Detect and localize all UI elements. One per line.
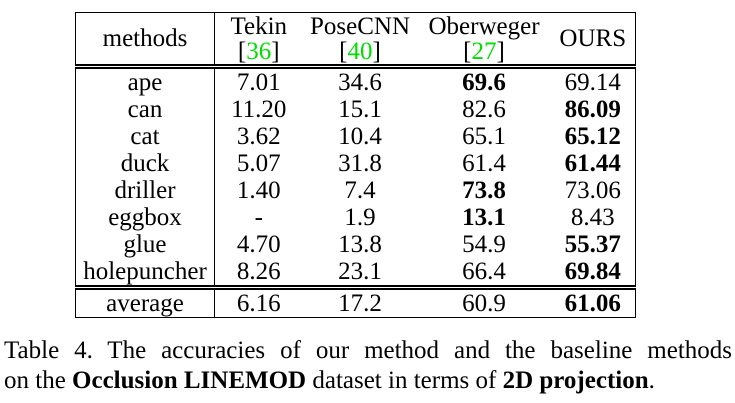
metric-value: 86.09 [564, 96, 621, 123]
citation: [40] [303, 38, 418, 65]
row-label: can [75, 96, 215, 123]
metric-value: 55.37 [564, 231, 621, 258]
metric-value: 13.1 [462, 204, 506, 231]
metric-value: 60.9 [417, 285, 551, 318]
metric-value: 69.6 [462, 69, 506, 96]
method-name: Oberweger [428, 13, 540, 40]
metric-value: 7.4 [344, 177, 376, 204]
results-table: methods Tekin [36] PoseCNN [40] Oberwege… [75, 12, 636, 318]
metric-value: 65.12 [564, 123, 621, 150]
metric-value: 61.44 [564, 150, 621, 177]
metric-value: 65.1 [462, 123, 506, 150]
metric-value: 54.9 [462, 231, 506, 258]
citation-bracket: ] [271, 38, 280, 65]
metric-value: 34.6 [338, 69, 382, 96]
method-name: OURS [559, 25, 627, 52]
row-label: driller [75, 177, 215, 204]
caption-text: dataset in terms of [306, 367, 503, 394]
citation-number: 40 [347, 38, 373, 65]
metric-value: 10.4 [338, 123, 382, 150]
table-row: holepuncher 8.26 23.1 66.4 69.84 [75, 258, 636, 288]
table-row: ape 7.01 34.6 69.6 69.14 [75, 66, 636, 96]
row-label: cat [75, 123, 215, 150]
citation: [27] [418, 38, 551, 65]
metric-value: 66.4 [462, 258, 506, 285]
metric-value: 11.20 [231, 96, 287, 123]
method-name: PoseCNN [309, 13, 410, 40]
citation-number: 36 [246, 38, 272, 65]
table-row: duck 5.07 31.8 61.4 61.44 [75, 150, 636, 177]
row-label: glue [75, 231, 215, 258]
metric-value: 15.1 [338, 96, 382, 123]
metric-value: 4.70 [236, 231, 281, 258]
metric-value: 8.43 [570, 204, 615, 231]
citation-bracket: [ [237, 38, 247, 65]
citation: [36] [215, 38, 303, 65]
caption-bold-text: 2D projection [502, 367, 649, 394]
metric-value: 1.9 [344, 204, 376, 231]
metric-value: - [254, 204, 263, 231]
metric-value: 8.26 [236, 258, 281, 285]
methods-label: methods [102, 24, 188, 52]
caption-text: on the [4, 367, 73, 394]
metric-value: 3.62 [236, 123, 281, 150]
metric-value: 23.1 [338, 258, 382, 285]
metric-value: 69.84 [564, 258, 621, 285]
citation-number: 27 [471, 38, 497, 65]
caption-text: . [648, 367, 655, 394]
citation-bracket: ] [496, 38, 505, 65]
col-header-tekin: Tekin [36] [214, 12, 303, 69]
table-row: glue 4.70 13.8 54.9 55.37 [75, 231, 636, 258]
citation-bracket: [ [339, 38, 348, 65]
caption-line-2: on the Occlusion LINEMOD dataset in term… [4, 366, 732, 396]
caption-bold-text: Occlusion LINEMOD [72, 367, 307, 394]
metric-value: 31.8 [338, 150, 382, 177]
metric-value: 61.4 [462, 150, 506, 177]
metric-value: 17.2 [302, 285, 418, 318]
metric-value: 82.6 [462, 96, 506, 123]
caption-line-1: Table 4. The accuracies of our method an… [4, 337, 732, 364]
metric-value: 61.06 [550, 285, 636, 318]
table-row: cat 3.62 10.4 65.1 65.12 [75, 123, 636, 150]
row-label: ape [75, 66, 215, 96]
average-row: average 6.16 17.2 60.9 61.06 [75, 285, 636, 318]
metric-value: 5.07 [236, 150, 281, 177]
row-label: holepuncher [75, 258, 215, 288]
header-row: methods Tekin [36] PoseCNN [40] Oberwege… [75, 12, 636, 69]
row-label: eggbox [75, 204, 215, 231]
metric-value: 1.40 [236, 177, 281, 204]
col-header-posecnn: PoseCNN [40] [302, 12, 418, 69]
metric-value: 6.16 [214, 285, 303, 318]
table-row: eggbox - 1.9 13.1 8.43 [75, 204, 636, 231]
metric-value: 69.14 [564, 69, 621, 96]
method-name: Tekin [230, 13, 288, 40]
citation-bracket: ] [372, 38, 381, 65]
table-row: can 11.20 15.1 82.6 86.09 [75, 96, 636, 123]
table-row: driller 1.40 7.4 73.8 73.06 [75, 177, 636, 204]
col-header-methods: methods [75, 12, 215, 69]
row-label: duck [75, 150, 215, 177]
table-caption: Table 4. The accuracies of our method an… [4, 336, 732, 396]
col-header-ours: OURS [550, 12, 636, 69]
citation-bracket: [ [463, 38, 472, 65]
col-header-oberweger: Oberweger [27] [417, 12, 551, 69]
row-label: average [75, 285, 215, 318]
metric-value: 73.8 [462, 177, 506, 204]
metric-value: 73.06 [564, 177, 621, 204]
metric-value: 13.8 [338, 231, 382, 258]
metric-value: 7.01 [236, 69, 281, 96]
